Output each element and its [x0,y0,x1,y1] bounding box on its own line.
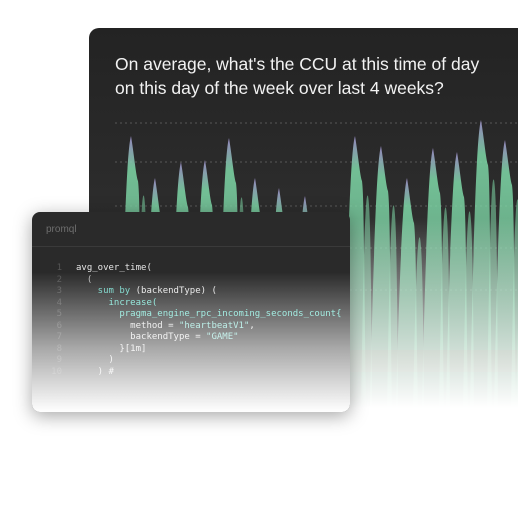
code-token: increase( [76,297,158,308]
code-line: 5 pragma_engine_rpc_incoming_seconds_cou… [32,309,350,321]
code-token: backendType = [76,332,207,342]
code-token: ) # [76,366,114,377]
code-line: 2 ( [32,275,350,287]
code-token: , [249,320,255,331]
line-number: 6 [56,320,62,331]
line-number: 7 [56,332,62,342]
code-token: sum by [76,286,136,296]
line-number: 8 [56,343,62,354]
code-token: "heartbeatV1" [178,320,250,331]
code-token: }[1m] [76,343,147,354]
promql-code-panel: promql 1 avg_over_time(2 (3 sum by (backe… [32,212,350,412]
code-line: 10 ) # [32,367,350,379]
code-line: 3 sum by (backendType) ( [32,286,350,298]
line-number: 1 [56,263,62,273]
chart-question: On average, what's the CCU at this time … [115,54,480,98]
code-body[interactable]: 1 avg_over_time( 2 (3 sum by (backendType)… [32,247,350,378]
line-number: 10 [51,366,62,377]
line-number: 9 [56,355,62,365]
code-line: 7 backendType = "GAME" [32,332,350,344]
line-number: 3 [56,286,62,296]
line-number: 4 [56,297,62,308]
line-number: 5 [56,309,62,319]
code-token: method = [76,320,179,331]
code-token: pragma_engine_rpc_incoming_seconds_count… [76,309,342,319]
code-line: 9 ) [32,355,350,367]
code-token: ) [76,355,114,365]
code-token: avg_over_time( [76,263,152,273]
code-line: 4 increase( [32,298,350,310]
code-line: 6 method = "heartbeatV1", [32,321,350,333]
code-line: 1 avg_over_time( [32,263,350,275]
code-token: ( [76,274,93,285]
line-number: 2 [56,274,62,285]
code-token: (backendType) ( [135,286,217,296]
code-language-label: promql [32,212,350,247]
code-line: 8 }[1m] [32,344,350,356]
highlight-bar [349,350,518,372]
language-label: promql [46,223,77,235]
code-token: "GAME" [206,332,239,342]
